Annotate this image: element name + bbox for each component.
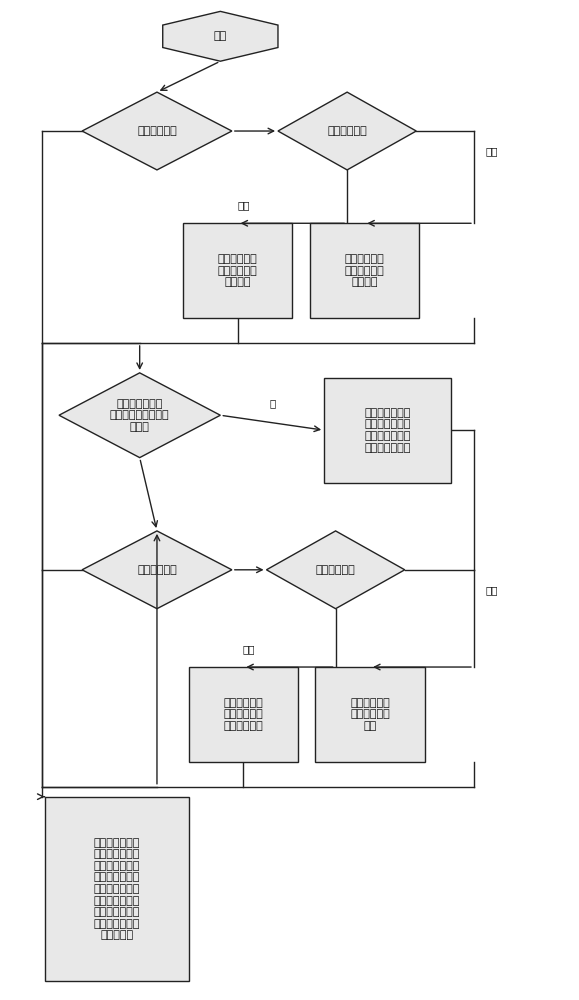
Text: 汽车充电量是否
小于太阳能、风能的
发电量: 汽车充电量是否 小于太阳能、风能的 发电量 bbox=[110, 399, 170, 432]
Polygon shape bbox=[82, 531, 232, 609]
Text: 是: 是 bbox=[269, 398, 276, 408]
Text: 波峰: 波峰 bbox=[237, 200, 250, 210]
FancyBboxPatch shape bbox=[316, 667, 425, 762]
FancyBboxPatch shape bbox=[189, 667, 298, 762]
Polygon shape bbox=[266, 531, 405, 609]
FancyBboxPatch shape bbox=[324, 378, 451, 483]
Text: 判定是否峰谷: 判定是否峰谷 bbox=[137, 126, 177, 136]
Polygon shape bbox=[163, 11, 278, 61]
Text: 接受和发送充电
站数据到汽车充
电站管理平台，
根据储能换电元
件容量和电网承
载能力通过控制
命令方式控制汽
车充电站分配汽
车充电功率: 接受和发送充电 站数据到汽车充 电站管理平台， 根据储能换电元 件容量和电网承 … bbox=[93, 838, 140, 940]
Text: 波峰: 波峰 bbox=[243, 644, 255, 654]
Text: 波谷: 波谷 bbox=[485, 585, 498, 595]
Polygon shape bbox=[59, 373, 221, 458]
Text: 判定是否峰谷: 判定是否峰谷 bbox=[137, 565, 177, 575]
Polygon shape bbox=[278, 92, 416, 170]
Text: 波峰波谷判定: 波峰波谷判定 bbox=[316, 565, 356, 575]
Text: 从储能换电元
件提取一定电
量给汽车充电: 从储能换电元 件提取一定电 量给汽车充电 bbox=[223, 698, 263, 731]
Polygon shape bbox=[82, 92, 232, 170]
Text: 开始: 开始 bbox=[214, 31, 227, 41]
Text: 从储能换电元
件回馈一定电
量到电网: 从储能换电元 件回馈一定电 量到电网 bbox=[218, 254, 258, 287]
FancyBboxPatch shape bbox=[45, 797, 189, 981]
FancyBboxPatch shape bbox=[183, 223, 292, 318]
Text: 从电网提取一
定电量给汽车
充电: 从电网提取一 定电量给汽车 充电 bbox=[350, 698, 390, 731]
Text: 波谷: 波谷 bbox=[485, 146, 498, 156]
Text: 波峰波谷判定: 波峰波谷判定 bbox=[327, 126, 367, 136]
Text: 用太阳能、风能
给汽车充电，多
余的发电量储存
到储能换电元件: 用太阳能、风能 给汽车充电，多 余的发电量储存 到储能换电元件 bbox=[364, 408, 411, 453]
FancyBboxPatch shape bbox=[310, 223, 419, 318]
Text: 从电网提取一
定电量到储能
换电元件: 从电网提取一 定电量到储能 换电元件 bbox=[345, 254, 384, 287]
